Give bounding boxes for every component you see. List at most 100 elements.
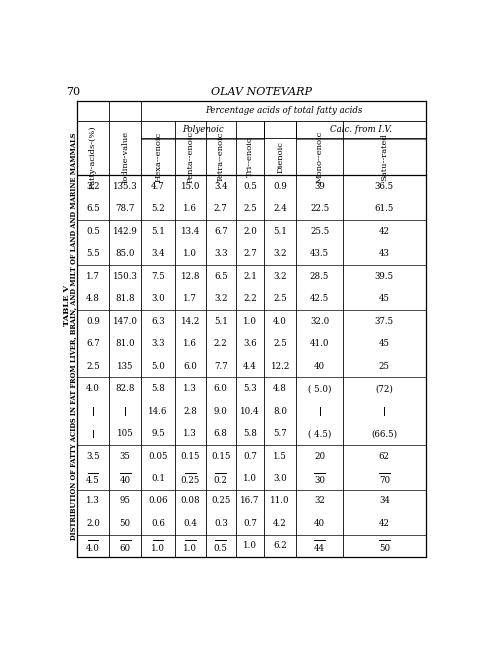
Text: 2.5: 2.5 (243, 205, 257, 213)
Text: 6.5: 6.5 (86, 205, 100, 213)
Text: 2.5: 2.5 (273, 340, 287, 348)
Text: 0.5: 0.5 (86, 227, 100, 236)
Text: 11.0: 11.0 (270, 497, 290, 505)
Text: 20: 20 (314, 452, 325, 460)
Text: 2.5: 2.5 (273, 295, 287, 303)
Text: 1.6: 1.6 (183, 340, 197, 348)
Text: 4.2: 4.2 (273, 519, 287, 528)
Text: 10.4: 10.4 (240, 407, 260, 415)
Text: 1.0: 1.0 (243, 317, 257, 325)
Text: 135: 135 (117, 362, 133, 370)
Text: Percentage acids of total fatty acids: Percentage acids of total fatty acids (205, 107, 362, 115)
Text: Hexa--enoic: Hexa--enoic (154, 132, 162, 182)
Text: 4.7: 4.7 (151, 182, 165, 191)
Text: 0.15: 0.15 (180, 452, 200, 460)
Text: 61.5: 61.5 (375, 205, 394, 213)
Text: ( 4.5): ( 4.5) (308, 429, 331, 438)
Text: 2.4: 2.4 (273, 205, 287, 213)
Text: 0.5: 0.5 (214, 544, 228, 553)
Text: 43: 43 (379, 250, 390, 258)
Text: 1.3: 1.3 (86, 497, 100, 505)
Text: 1.0: 1.0 (183, 544, 197, 553)
Text: 40: 40 (314, 362, 325, 370)
Text: 6.5: 6.5 (214, 272, 228, 281)
Text: 5.1: 5.1 (214, 317, 228, 325)
Text: 3.3: 3.3 (214, 250, 228, 258)
Text: 45: 45 (379, 295, 390, 303)
Text: 5.8: 5.8 (151, 384, 165, 393)
Text: 147.0: 147.0 (113, 317, 138, 325)
Text: 7.5: 7.5 (151, 272, 165, 281)
Text: 3.5: 3.5 (86, 452, 100, 460)
Text: 1.7: 1.7 (86, 272, 100, 281)
Text: (72): (72) (375, 384, 393, 393)
Text: 1.3: 1.3 (183, 384, 197, 393)
Text: 3.4: 3.4 (214, 182, 228, 191)
Text: 28.5: 28.5 (310, 272, 329, 281)
Text: 50: 50 (120, 519, 131, 528)
Text: 6.7: 6.7 (86, 340, 100, 348)
Text: 1.6: 1.6 (183, 205, 197, 213)
Text: 3.2: 3.2 (86, 182, 100, 191)
Text: 3.2: 3.2 (214, 295, 228, 303)
Text: 2.5: 2.5 (86, 362, 100, 370)
Text: 5.0: 5.0 (151, 362, 165, 370)
Text: 0.08: 0.08 (180, 497, 200, 505)
Text: TABLE V: TABLE V (63, 285, 71, 326)
Text: 1.0: 1.0 (183, 250, 197, 258)
Text: 4.0: 4.0 (86, 544, 100, 553)
Text: 5.8: 5.8 (243, 429, 257, 438)
Text: 4.8: 4.8 (86, 295, 100, 303)
Text: 4.0: 4.0 (273, 317, 287, 325)
Text: 0.4: 0.4 (183, 519, 197, 528)
Text: 30: 30 (314, 476, 325, 485)
Text: 1.7: 1.7 (183, 295, 197, 303)
Text: 105: 105 (117, 429, 133, 438)
Text: 6.0: 6.0 (214, 384, 228, 393)
Text: 4.8: 4.8 (273, 384, 287, 393)
Text: 44: 44 (314, 544, 325, 553)
Text: 78.7: 78.7 (115, 205, 135, 213)
Text: 42: 42 (379, 227, 390, 236)
Text: 9.0: 9.0 (214, 407, 228, 415)
Text: 4.0: 4.0 (86, 384, 100, 393)
Text: 36.5: 36.5 (375, 182, 394, 191)
Text: 0.2: 0.2 (214, 476, 228, 485)
Text: 32.0: 32.0 (310, 317, 329, 325)
Text: OLAV NOTEVARP: OLAV NOTEVARP (211, 87, 312, 97)
Text: Penta--enoic: Penta--enoic (186, 131, 194, 183)
Text: 95: 95 (120, 497, 131, 505)
Text: 5.3: 5.3 (243, 384, 257, 393)
Text: 85.0: 85.0 (115, 250, 135, 258)
Text: 34: 34 (379, 497, 390, 505)
Text: 1.3: 1.3 (183, 429, 197, 438)
Text: 135.3: 135.3 (113, 182, 137, 191)
Text: ( 5.0): ( 5.0) (308, 384, 331, 393)
Text: 50: 50 (379, 544, 390, 553)
Text: 14.6: 14.6 (148, 407, 168, 415)
Text: 2.0: 2.0 (243, 227, 257, 236)
Text: 3.6: 3.6 (243, 340, 257, 348)
Text: 2.7: 2.7 (214, 205, 228, 213)
Text: 0.6: 0.6 (151, 519, 165, 528)
Text: 35: 35 (120, 452, 131, 460)
Text: 12.8: 12.8 (180, 272, 200, 281)
Text: 40: 40 (314, 519, 325, 528)
Text: 2.2: 2.2 (214, 340, 228, 348)
Text: 3.2: 3.2 (273, 272, 287, 281)
Text: Satu--rated: Satu--rated (380, 133, 388, 180)
Text: 25: 25 (379, 362, 390, 370)
Text: Dienoic: Dienoic (276, 141, 284, 172)
Text: 6.8: 6.8 (214, 429, 228, 438)
Text: 3.0: 3.0 (151, 295, 165, 303)
Text: 1.0: 1.0 (151, 544, 165, 553)
Text: Calc. from I.V.: Calc. from I.V. (330, 125, 392, 134)
Text: 4.5: 4.5 (86, 476, 100, 485)
Text: 6.3: 6.3 (151, 317, 165, 325)
Text: 4.4: 4.4 (243, 362, 257, 370)
Text: Polyenoic: Polyenoic (182, 125, 224, 134)
Text: 5.1: 5.1 (273, 227, 287, 236)
Text: 0.05: 0.05 (148, 452, 168, 460)
Text: 39.5: 39.5 (375, 272, 394, 281)
Text: 12.2: 12.2 (270, 362, 290, 370)
